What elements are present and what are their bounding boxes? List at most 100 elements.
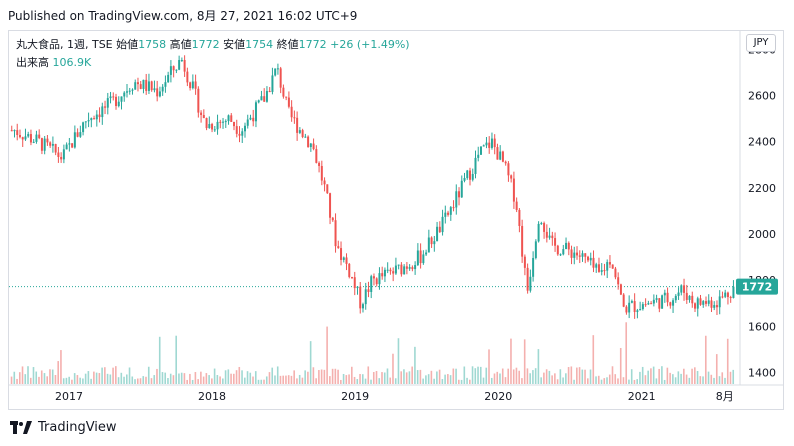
time-tick-label: 2021 — [628, 390, 656, 403]
volume-bar — [260, 379, 263, 384]
volume-bar — [224, 370, 227, 384]
volume-bar — [68, 376, 70, 384]
volume-bar — [507, 368, 510, 384]
candle-body — [38, 134, 41, 139]
candle-body — [296, 117, 299, 133]
candle-body — [628, 302, 631, 313]
volume-bar — [13, 371, 16, 384]
volume-bar — [633, 379, 636, 384]
volume-bar — [139, 378, 142, 384]
candle-body — [477, 154, 480, 158]
candle-body — [68, 143, 71, 145]
volume-bar — [447, 374, 449, 384]
volume-bar — [334, 368, 337, 384]
candle-body — [425, 252, 428, 255]
candle-body — [677, 292, 680, 296]
candle-body — [243, 125, 246, 132]
candle-body — [57, 152, 60, 157]
volume-bar — [233, 373, 235, 384]
volume-bar — [282, 375, 285, 384]
candle-body — [397, 264, 400, 266]
candle-body — [348, 263, 351, 277]
volume-bar — [21, 366, 24, 384]
volume-bar — [463, 366, 466, 384]
volume-bar — [436, 371, 438, 384]
open-value: 1758 — [138, 38, 167, 51]
chart-frame[interactable] — [8, 30, 784, 410]
volume-bar — [213, 368, 216, 384]
volume-bar — [235, 370, 238, 384]
candle-body — [49, 142, 52, 146]
candle-body — [241, 131, 244, 136]
volume-bar — [628, 379, 630, 384]
published-line: Published on TradingView.com, 8月 27, 202… — [8, 9, 358, 23]
volume-bar — [691, 368, 693, 384]
candle-body — [529, 276, 532, 291]
volume-bar — [411, 366, 413, 384]
candle-body — [510, 175, 513, 179]
volume-bar — [488, 349, 490, 384]
candle-body — [309, 143, 312, 148]
candle-body — [576, 252, 579, 256]
volume-bar — [578, 367, 581, 384]
currency-button[interactable]: JPY — [746, 34, 776, 52]
volume-bar — [606, 377, 608, 384]
candle-body — [27, 134, 30, 137]
volume-bar — [499, 373, 501, 384]
volume-bar — [510, 338, 512, 384]
volume-bar — [57, 361, 59, 384]
volume-bar — [219, 376, 221, 384]
volume-bar — [559, 369, 562, 384]
volume-bar — [394, 378, 397, 384]
candle-body — [619, 284, 622, 295]
volume-bar — [101, 367, 103, 384]
volume-bar — [191, 379, 194, 384]
candle-body — [567, 242, 570, 250]
candle-body — [117, 101, 120, 107]
candle-body — [411, 267, 414, 270]
volume-bar — [469, 379, 471, 384]
volume-bar — [680, 373, 682, 384]
volume-bar — [79, 377, 81, 384]
volume-bar — [576, 367, 578, 384]
volume-bar — [222, 378, 224, 384]
candle-body — [578, 255, 581, 257]
candle-body — [688, 295, 691, 300]
candle-body — [710, 300, 713, 308]
candle-body — [106, 98, 109, 108]
volume-bar — [51, 369, 54, 384]
volume-bar — [172, 375, 175, 384]
volume-bar — [16, 378, 18, 384]
volume-bar — [532, 370, 534, 384]
volume-bar — [444, 374, 446, 384]
volume-bar — [230, 373, 232, 384]
volume-bar — [661, 366, 663, 384]
candle-body — [496, 147, 499, 160]
candle-body — [233, 121, 236, 127]
candle-body — [164, 82, 167, 87]
volume-bar — [458, 379, 460, 384]
volume-bar — [326, 326, 328, 384]
volume-bar — [699, 376, 702, 384]
candle-body — [351, 276, 354, 278]
candle-body — [433, 241, 436, 245]
volume-bar — [455, 368, 457, 384]
candle-body — [235, 126, 238, 134]
footer-brand[interactable]: TradingView — [10, 420, 117, 435]
volume-bar — [257, 379, 260, 384]
volume-bar — [87, 371, 90, 384]
volume-bar — [106, 373, 109, 384]
candle-body — [318, 162, 321, 167]
high-label: 高値 — [169, 38, 192, 51]
candle-body — [219, 121, 222, 123]
candle-body — [403, 266, 406, 275]
candle-body — [523, 256, 526, 268]
time-tick-label: 8月 — [716, 390, 734, 403]
candle-body — [466, 170, 469, 179]
ohlc-legend: 丸大食品, 1週, TSE 始値1758 高値1772 安値1754 終値177… — [16, 36, 410, 52]
candle-body — [172, 66, 175, 71]
candle-body — [200, 112, 203, 115]
candle-body — [109, 96, 112, 99]
candle-body — [263, 96, 266, 102]
